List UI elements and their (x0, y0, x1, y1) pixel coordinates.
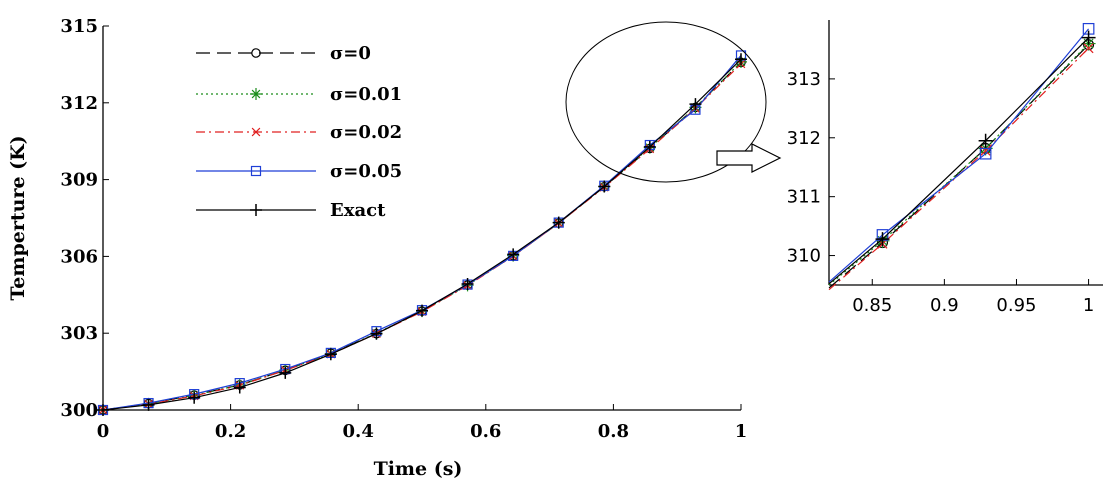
legend-item: σ=0.02 (196, 122, 402, 143)
series-line (103, 62, 741, 410)
x-axis-label: Time (s) (374, 458, 463, 480)
series-line (103, 59, 741, 410)
x-tick-label: 0.8 (598, 421, 629, 442)
x-tick-label: 0 (97, 421, 110, 442)
zoom-series-group (829, 24, 1096, 290)
legend-label: σ=0.02 (330, 122, 402, 143)
zoom-series-3 (829, 24, 1094, 282)
zoom-series-line (829, 44, 1089, 285)
legend-marker (250, 88, 262, 100)
y-tick-label: 309 (60, 170, 98, 191)
legend: σ=0 σ=0.01 σ=0.02 σ=0.05 Exact (196, 43, 402, 221)
legend-label: σ=0.01 (330, 84, 402, 105)
legend-item: σ=0 (196, 43, 371, 64)
zoom-x-tick-label: 1 (1083, 295, 1094, 316)
main-ticks: 0 0.2 0.4 0.6 0.8 1 300 303 306 309 312 315 (60, 16, 747, 442)
zoom-series-1 (829, 37, 1096, 285)
legend-label: Exact (330, 200, 386, 221)
series-3 (99, 51, 746, 415)
zoom-arrow (717, 144, 780, 172)
series-4 (97, 53, 747, 416)
zoom-series-line (829, 29, 1089, 282)
legend-marker (252, 49, 260, 57)
series-line (103, 55, 741, 410)
legend-marker (250, 204, 262, 216)
x-tick-label: 0.6 (470, 421, 501, 442)
x-tick-label: 0.2 (215, 421, 246, 442)
y-tick-label: 312 (60, 93, 98, 114)
y-tick-label: 315 (60, 16, 98, 37)
zoom-y-tick-label: 310 (787, 246, 821, 267)
zoom-x-tick-label: 0.85 (852, 295, 892, 316)
x-tick-label: 0.4 (343, 421, 374, 442)
legend-item: σ=0.05 (196, 161, 402, 182)
zoom-series-line (829, 38, 1089, 284)
zoom-y-tick-label: 313 (787, 69, 821, 90)
zoom-chart: 0.85 0.9 0.95 1 310 311 312 313 (787, 20, 1103, 316)
y-tick-label: 306 (60, 246, 98, 267)
main-series-group (97, 51, 747, 416)
series-2 (99, 60, 745, 414)
y-axis-label: Temperture (K) (7, 135, 29, 300)
zoom-x-tick-label: 0.95 (996, 295, 1036, 316)
zoom-y-tick-label: 312 (787, 128, 821, 149)
y-tick-label: 300 (60, 400, 98, 421)
series-line (103, 62, 741, 410)
x-tick-label: 1 (735, 421, 748, 442)
legend-item: σ=0.01 (196, 84, 402, 105)
series-1 (97, 56, 747, 416)
legend-label: σ=0.05 (330, 161, 402, 182)
zoom-y-tick-label: 311 (787, 187, 821, 208)
y-tick-label: 303 (60, 323, 98, 344)
series-0 (99, 58, 745, 414)
main-chart: 0 0.2 0.4 0.6 0.8 1 300 303 306 309 312 315 Time (s… (7, 16, 780, 480)
legend-label: σ=0 (330, 43, 371, 64)
series-line (103, 64, 741, 410)
zoom-x-tick-label: 0.9 (930, 295, 959, 316)
legend-item: Exact (196, 200, 386, 221)
